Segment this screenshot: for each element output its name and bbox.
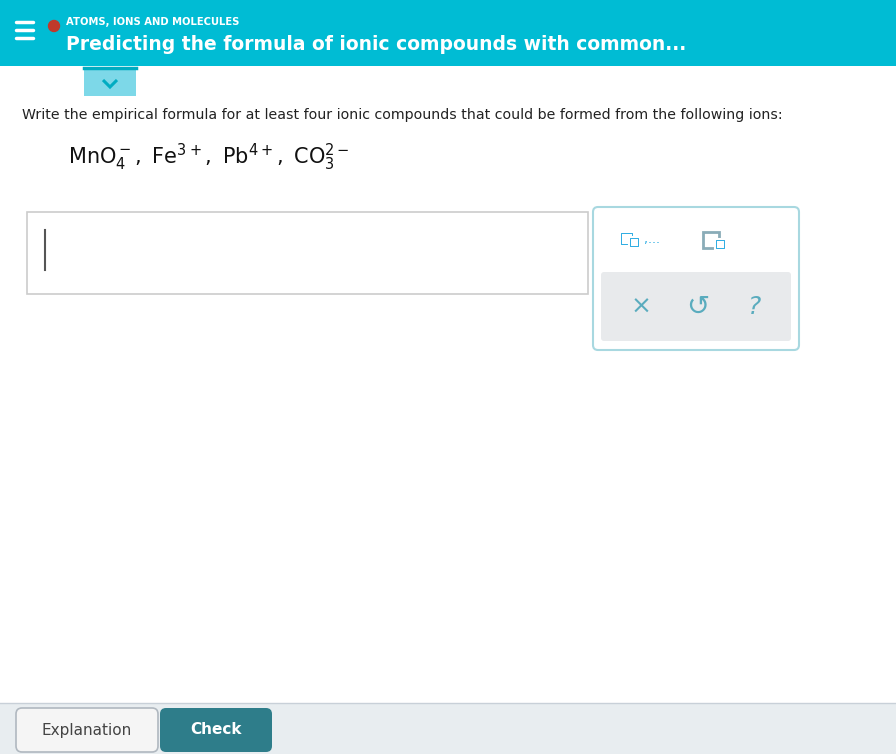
FancyBboxPatch shape bbox=[631, 239, 638, 246]
FancyBboxPatch shape bbox=[0, 703, 896, 754]
FancyBboxPatch shape bbox=[717, 241, 724, 248]
Text: Predicting the formula of ionic compounds with common...: Predicting the formula of ionic compound… bbox=[66, 35, 686, 54]
Text: Write the empirical formula for at least four ionic compounds that could be form: Write the empirical formula for at least… bbox=[22, 108, 782, 122]
Text: Explanation: Explanation bbox=[42, 722, 132, 737]
Circle shape bbox=[48, 20, 59, 32]
FancyBboxPatch shape bbox=[0, 0, 896, 66]
FancyBboxPatch shape bbox=[27, 212, 588, 294]
FancyBboxPatch shape bbox=[601, 272, 791, 341]
FancyBboxPatch shape bbox=[593, 207, 799, 350]
Text: ×: × bbox=[631, 295, 651, 318]
FancyBboxPatch shape bbox=[16, 708, 158, 752]
Text: Check: Check bbox=[190, 722, 242, 737]
Text: ATOMS, IONS AND MOLECULES: ATOMS, IONS AND MOLECULES bbox=[66, 17, 239, 27]
FancyBboxPatch shape bbox=[84, 68, 136, 96]
Text: ,...: ,... bbox=[644, 232, 660, 246]
FancyBboxPatch shape bbox=[160, 708, 272, 752]
FancyBboxPatch shape bbox=[715, 239, 726, 250]
FancyBboxPatch shape bbox=[622, 234, 632, 244]
FancyBboxPatch shape bbox=[629, 237, 640, 248]
Text: $\mathregular{MnO_4^-}$$\mathregular{,\ Fe^{3+},\ Pb^{4+},\ CO_3^{2-}}$: $\mathregular{MnO_4^-}$$\mathregular{,\ … bbox=[68, 142, 349, 173]
Text: ↺: ↺ bbox=[686, 293, 710, 320]
FancyBboxPatch shape bbox=[620, 232, 634, 246]
Text: ?: ? bbox=[748, 295, 762, 318]
